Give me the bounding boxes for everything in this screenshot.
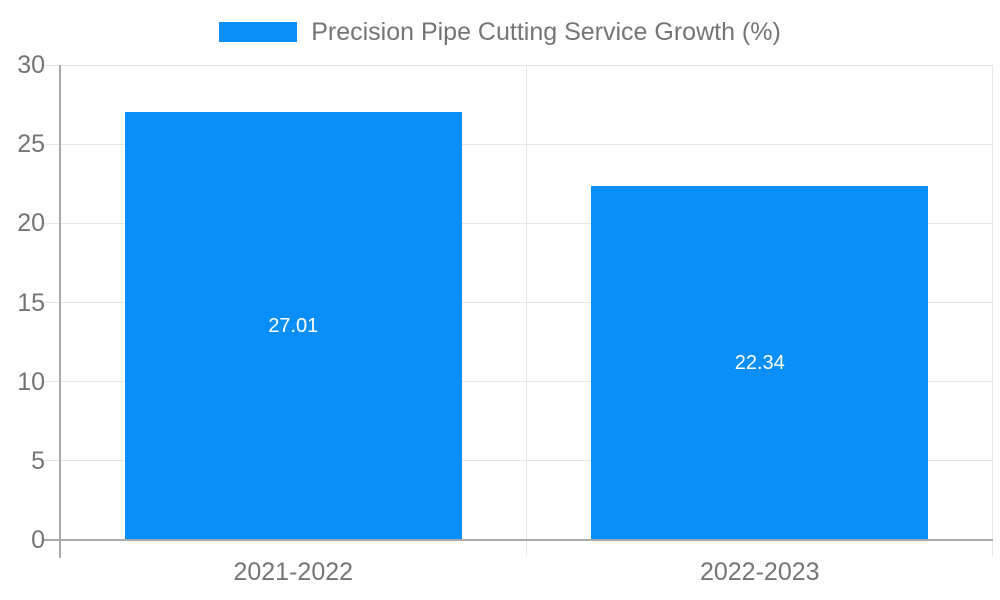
bar-value-label: 27.01 (268, 314, 319, 337)
gridline (44, 143, 993, 145)
y-tick-label: 25 (17, 130, 45, 159)
bar: 22.34 (591, 186, 929, 540)
y-tick-label: 30 (17, 51, 45, 79)
gridline (44, 222, 993, 224)
y-tick-label: 15 (17, 288, 45, 317)
x-tick-label: 2021-2022 (233, 558, 354, 586)
y-tick-label: 0 (31, 526, 45, 554)
plot-right-border (992, 65, 993, 556)
category-separator-line (526, 65, 527, 556)
legend-label: Precision Pipe Cutting Service Growth (%… (311, 17, 781, 46)
y-axis-line (59, 65, 61, 558)
gridline (44, 302, 993, 303)
y-tick-label: 10 (17, 367, 45, 396)
bar-value-label: 22.34 (734, 351, 785, 374)
x-tick-label: 2022-2023 (699, 558, 820, 586)
gridline (44, 64, 993, 66)
bar: 27.01 (124, 112, 462, 540)
gridline (44, 460, 993, 462)
y-tick-label: 5 (31, 446, 45, 475)
legend-swatch (219, 22, 298, 42)
x-axis-line (44, 539, 993, 541)
chart-legend: Precision Pipe Cutting Service Growth (%… (0, 18, 1000, 46)
y-tick-label: 20 (17, 209, 45, 238)
gridline (44, 381, 993, 383)
